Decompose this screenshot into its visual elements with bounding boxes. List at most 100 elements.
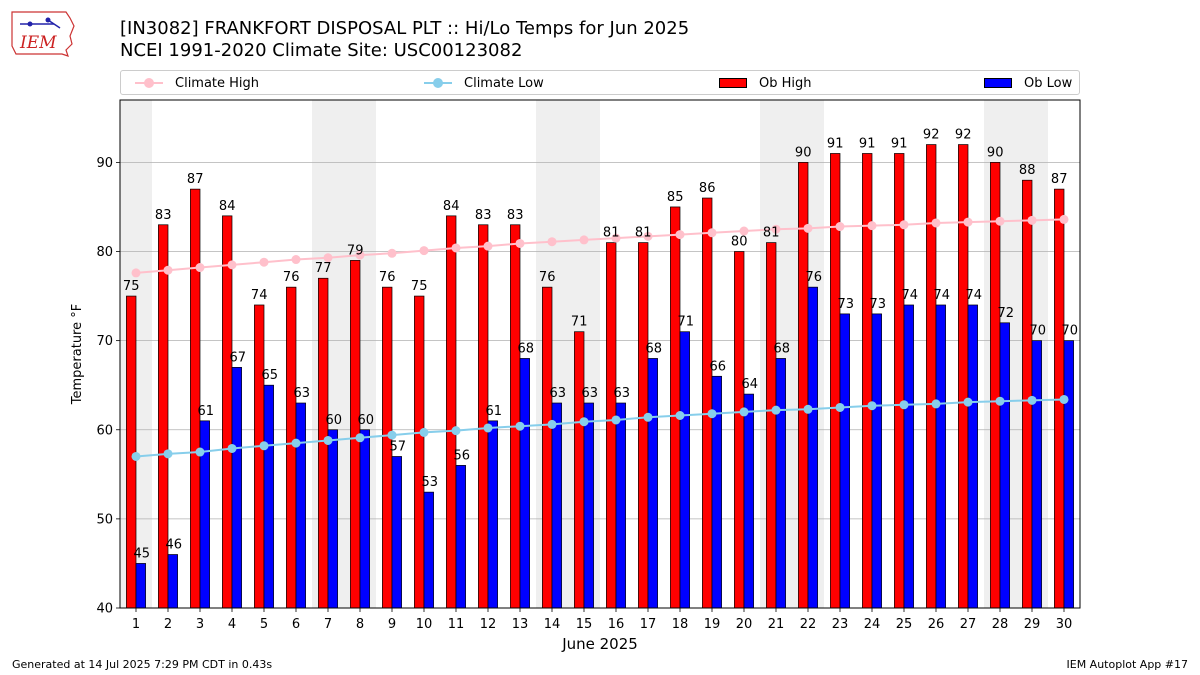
legend-climate-high: Climate High bbox=[135, 74, 259, 92]
climate-low-point bbox=[643, 412, 653, 422]
x-tick-label: 29 bbox=[1024, 617, 1041, 632]
iowa-map-icon: IEM bbox=[11, 11, 75, 57]
ob-high-label: 77 bbox=[315, 261, 332, 276]
climate-low-point bbox=[291, 438, 301, 448]
ob-high-label: 87 bbox=[1051, 172, 1068, 187]
x-tick-label: 22 bbox=[800, 617, 817, 632]
climate-low-point bbox=[835, 402, 845, 412]
climate-high-point bbox=[1027, 215, 1037, 225]
x-tick-label: 12 bbox=[480, 617, 497, 632]
climate-high-point bbox=[643, 231, 653, 241]
ob-low-bar bbox=[583, 402, 594, 609]
x-tick-label: 30 bbox=[1056, 617, 1073, 632]
ob-low-bar bbox=[903, 304, 914, 609]
ob-low-label: 64 bbox=[742, 377, 759, 392]
climate-low-point bbox=[707, 409, 717, 419]
ob-high-bar bbox=[446, 215, 457, 609]
ob-low-bar bbox=[455, 465, 466, 609]
ob-low-bar bbox=[775, 358, 786, 609]
climate-low-point bbox=[803, 404, 813, 414]
x-tick-label: 8 bbox=[356, 617, 364, 632]
climate-high-point bbox=[963, 217, 973, 227]
x-tick-label: 17 bbox=[640, 617, 657, 632]
ob-low-bar bbox=[167, 554, 178, 609]
ob-high-bar bbox=[958, 144, 969, 609]
ob-low-label: 61 bbox=[198, 404, 215, 419]
climate-high-point bbox=[707, 228, 717, 238]
ob-low-label: 60 bbox=[358, 413, 375, 428]
climate-low-point bbox=[771, 405, 781, 415]
ob-high-label: 76 bbox=[379, 270, 396, 285]
ob-low-bar bbox=[839, 313, 850, 609]
plot-frame bbox=[119, 99, 1081, 609]
climate-high-point bbox=[323, 253, 333, 263]
legend-ob-high-label: Ob High bbox=[759, 75, 812, 91]
ob-high-label: 91 bbox=[891, 136, 908, 151]
legend-ob-high: Ob High bbox=[719, 74, 812, 92]
climate-low-point bbox=[419, 427, 429, 437]
ob-low-label: 57 bbox=[390, 439, 407, 454]
iem-logo: IEM bbox=[8, 6, 80, 58]
ob-high-label: 74 bbox=[251, 288, 268, 303]
ob-high-label: 85 bbox=[667, 190, 684, 205]
climate-low-point bbox=[547, 419, 557, 429]
ob-low-bar bbox=[519, 358, 530, 609]
legend-climate-low: Climate Low bbox=[424, 74, 544, 92]
ob-low-bar bbox=[295, 402, 306, 609]
x-tick-label: 25 bbox=[896, 617, 913, 632]
x-tick-label: 27 bbox=[960, 617, 977, 632]
x-tick-label: 10 bbox=[416, 617, 433, 632]
x-tick-label: 4 bbox=[228, 617, 236, 632]
climate-high-point bbox=[739, 226, 749, 236]
climate-high-point bbox=[1059, 214, 1069, 224]
ob-low-label: 68 bbox=[646, 341, 663, 356]
ob-high-bar bbox=[766, 242, 777, 609]
y-tick-label-50: 50 bbox=[96, 512, 113, 527]
footer-generated: Generated at 14 Jul 2025 7:29 PM CDT in … bbox=[12, 658, 273, 671]
ob-low-bar bbox=[1031, 340, 1042, 609]
ob-high-label: 79 bbox=[347, 243, 364, 258]
ob-high-bar bbox=[414, 295, 425, 609]
x-tick-label: 1 bbox=[132, 617, 140, 632]
legend-climate-high-label: Climate High bbox=[175, 75, 260, 91]
climate-low-point bbox=[867, 401, 877, 411]
title-line-2: NCEI 1991-2020 Climate Site: USC00123082 bbox=[120, 40, 523, 61]
x-tick-label: 23 bbox=[832, 617, 849, 632]
climate-high-point bbox=[611, 233, 621, 243]
y-tick-label-70: 70 bbox=[96, 334, 113, 349]
climate-low-point bbox=[1059, 394, 1069, 404]
ob-high-label: 84 bbox=[219, 199, 236, 214]
climate-low-point bbox=[483, 423, 493, 433]
x-tick-label: 2 bbox=[164, 617, 172, 632]
y-tick-label-60: 60 bbox=[96, 423, 113, 438]
logo-text: IEM bbox=[19, 33, 57, 53]
climate-high-point bbox=[867, 221, 877, 231]
ob-high-label: 91 bbox=[827, 136, 844, 151]
ob-low-label: 70 bbox=[1062, 324, 1079, 339]
climate-high-point bbox=[227, 260, 237, 270]
ob-high-bar bbox=[542, 286, 553, 609]
ob-high-bar bbox=[926, 144, 937, 609]
ob-high-label: 76 bbox=[539, 270, 556, 285]
ob-high-label: 76 bbox=[283, 270, 300, 285]
ob-high-bar bbox=[830, 153, 841, 609]
ob-low-label: 53 bbox=[422, 475, 439, 490]
ob-low-label: 45 bbox=[134, 546, 151, 561]
ob-high-label: 86 bbox=[699, 181, 716, 196]
ob-high-bar bbox=[606, 242, 617, 609]
ob-high-bar bbox=[1022, 179, 1033, 609]
ob-high-bar bbox=[638, 242, 649, 609]
climate-high-point bbox=[803, 223, 813, 233]
x-tick-label: 15 bbox=[576, 617, 593, 632]
chart-title: [IN3082] FRANKFORT DISPOSAL PLT :: Hi/Lo… bbox=[120, 18, 689, 62]
climate-low-point bbox=[259, 441, 269, 451]
ob-low-label: 63 bbox=[550, 386, 567, 401]
climate-low-point bbox=[355, 433, 365, 443]
ob-high-bar bbox=[222, 215, 233, 609]
title-line-1: [IN3082] FRANKFORT DISPOSAL PLT :: Hi/Lo… bbox=[120, 18, 690, 39]
climate-low-point bbox=[131, 451, 141, 461]
ob-low-bar bbox=[487, 420, 498, 609]
ob-high-label: 91 bbox=[859, 136, 876, 151]
ob-high-label: 90 bbox=[795, 145, 812, 160]
ob-low-bar bbox=[551, 402, 562, 609]
